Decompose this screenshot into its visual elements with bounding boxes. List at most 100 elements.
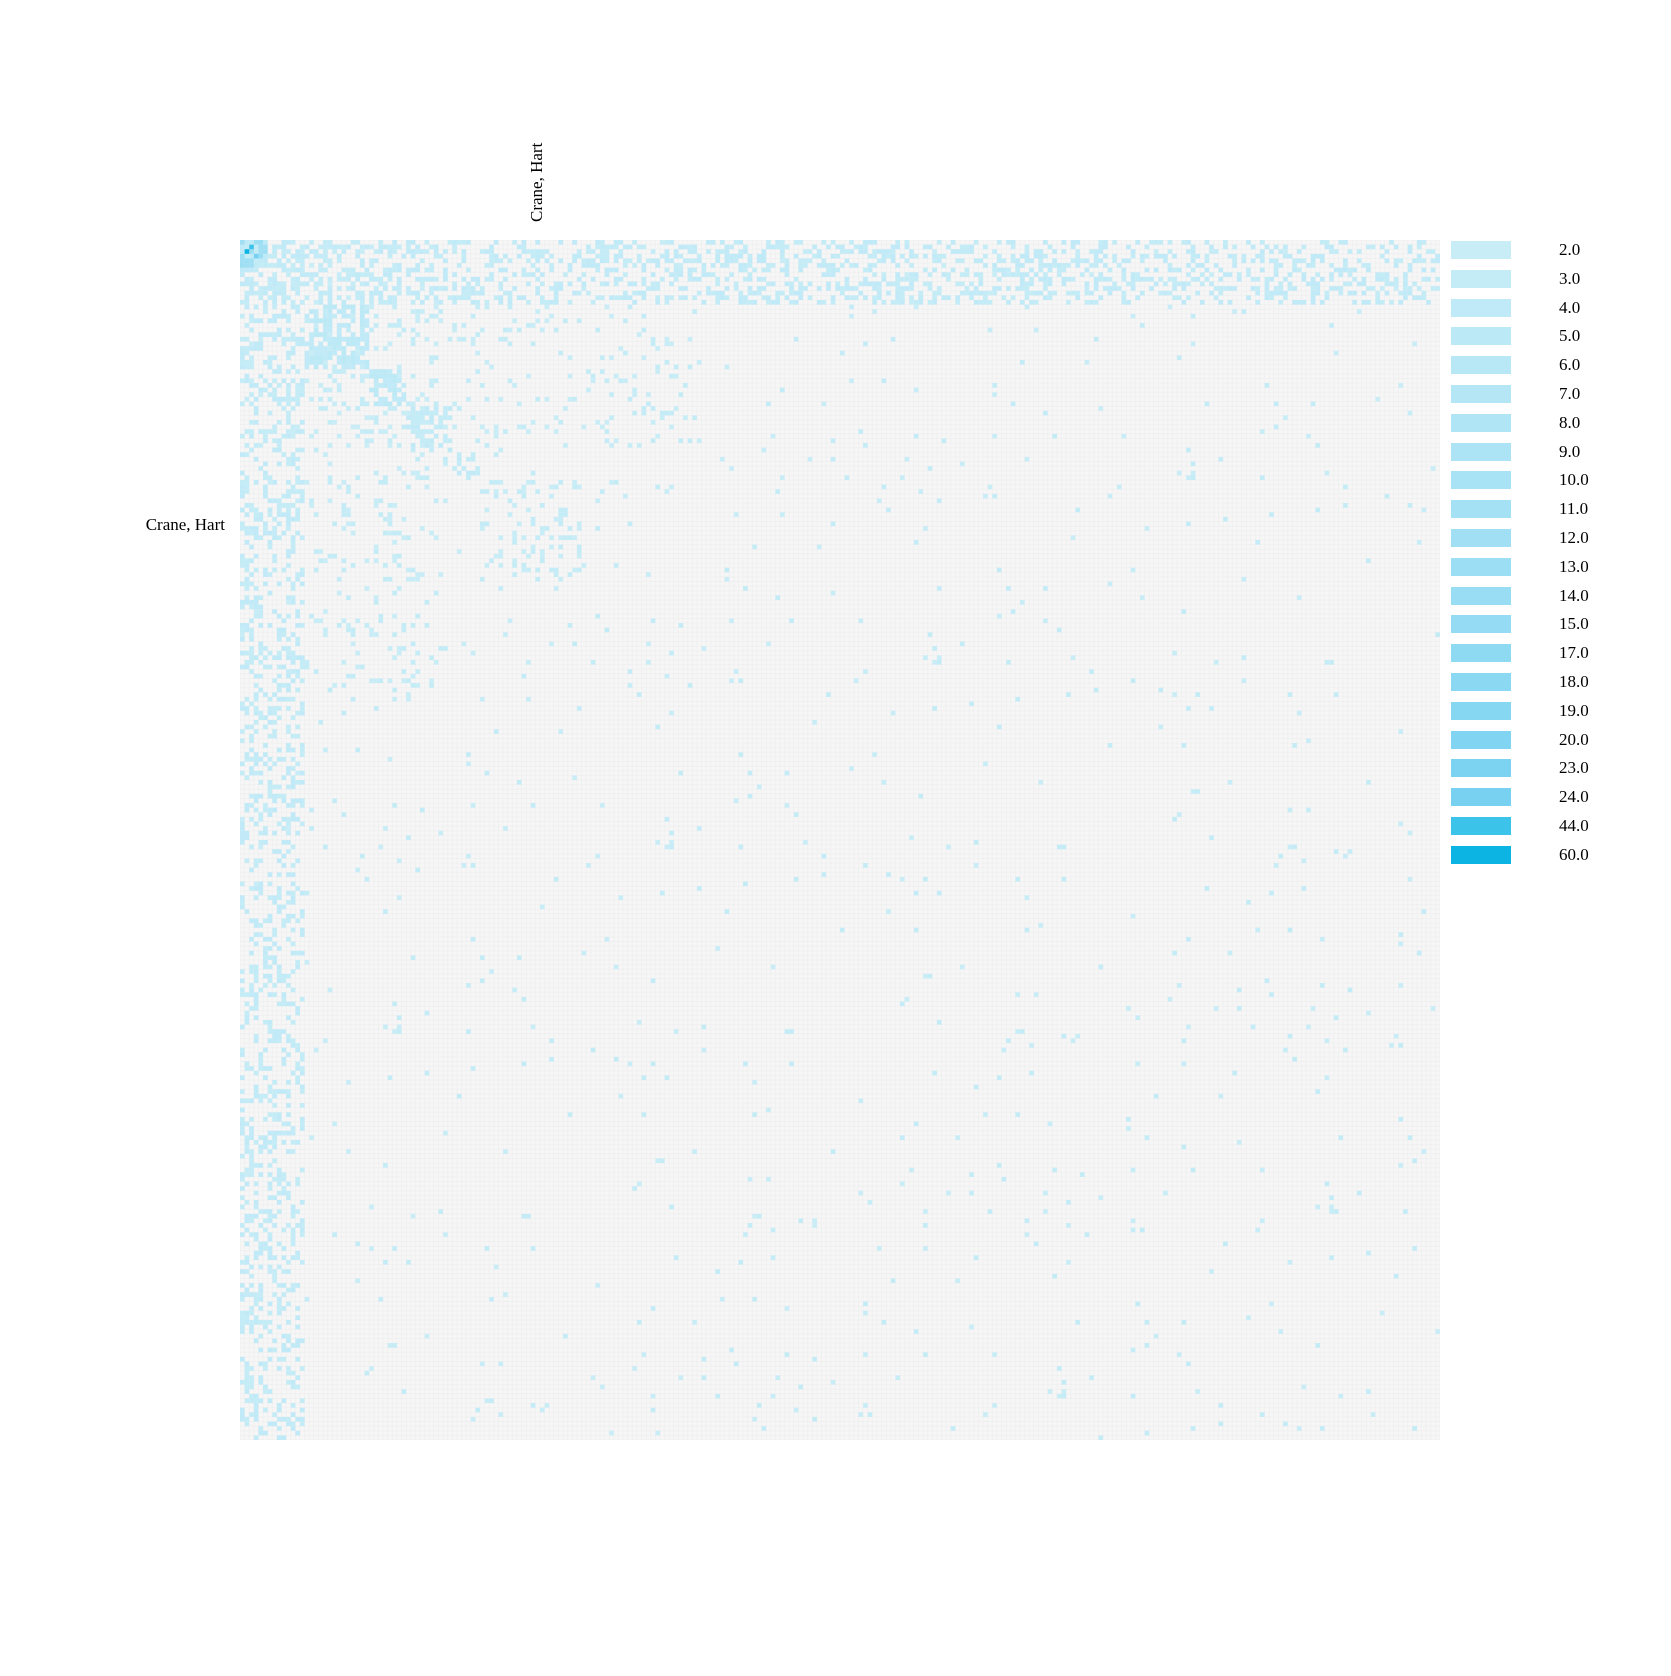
heatmap-cell [429,263,434,268]
heatmap-cell [669,258,674,264]
heatmap-cell [281,1061,287,1067]
heatmap-cell [1181,743,1187,748]
heatmap-cell [276,1167,282,1173]
heatmap-cell [240,830,245,836]
heatmap-cell [410,309,416,314]
heatmap-cell [429,244,434,250]
heatmap-cell [503,327,508,333]
heatmap-cell [489,263,494,268]
heatmap-cell [881,378,887,384]
heatmap-cell [535,286,540,291]
heatmap-cell [1315,290,1320,296]
heatmap-cell [1236,1006,1242,1011]
heatmap-cell [1366,300,1371,305]
heatmap-cell [415,456,420,462]
heatmap-cell [249,669,254,674]
heatmap-cell [263,840,268,845]
heatmap-cell [244,752,250,757]
heatmap-cell [493,493,499,499]
heatmap-cell [267,480,273,485]
heatmap-cell [1320,253,1325,259]
heatmap-cell [249,276,254,282]
heatmap-cell [1135,1015,1140,1020]
heatmap-cell [784,244,790,250]
heatmap-cell [360,249,365,254]
heatmap-cell [396,369,402,374]
heatmap-cell [604,627,610,633]
heatmap-cell [503,253,508,259]
heatmap-cell [1430,249,1436,254]
heatmap-cell [1158,276,1164,282]
heatmap-cell [1024,244,1030,250]
heatmap-cell [895,290,900,296]
heatmap-cell [493,489,499,494]
heatmap-cell [244,1167,250,1173]
heatmap-cell [295,673,300,679]
heatmap-cell [258,336,264,342]
heatmap-cell [1163,258,1168,264]
heatmap-cell [461,253,467,259]
heatmap-cell [1352,290,1357,296]
heatmap-cell [724,276,730,282]
heatmap-cell [724,258,730,264]
heatmap-cell [581,258,587,264]
heatmap-cell [747,1223,753,1228]
heatmap-cell [1167,249,1173,254]
heatmap-cell [240,835,245,840]
heatmap-cell [1001,258,1007,264]
heatmap-cell [475,332,480,337]
heatmap-cell [1163,290,1168,296]
heatmap-cell [369,300,374,305]
heatmap-cell [650,336,656,342]
heatmap-cell [350,341,356,347]
heatmap-cell [420,475,425,480]
heatmap-cell [586,258,591,264]
heatmap-cell [253,895,259,900]
heatmap-cell [1278,1329,1284,1334]
heatmap-cell [258,840,264,845]
heatmap-cell [300,821,305,827]
heatmap-cell [350,641,356,647]
heatmap-cell [392,540,397,545]
heatmap-cell [452,281,457,287]
heatmap-cell [443,461,448,467]
heatmap-cell [272,1140,277,1145]
heatmap-cell [244,475,250,480]
heatmap-cell [240,738,245,744]
heatmap-cell [816,544,822,550]
heatmap-cell [1043,410,1048,416]
heatmap-cell [263,964,268,970]
heatmap-cell [443,258,448,264]
heatmap-cell [830,267,836,273]
heatmap-cell [258,1347,264,1353]
heatmap-cell [1186,249,1191,254]
heatmap-cell [263,378,268,384]
heatmap-cell [558,281,564,287]
heatmap-cell [1098,1435,1104,1440]
heatmap-cell [253,456,259,462]
heatmap-cell [881,300,887,305]
heatmap-cell [480,383,485,388]
heatmap-cell [286,1223,291,1228]
heatmap-cell [1024,1218,1030,1224]
heatmap-cell [364,304,370,310]
heatmap-cell [1366,558,1371,564]
heatmap-cell [249,258,254,264]
heatmap-cell [923,1209,928,1214]
heatmap-cell [692,1149,697,1154]
heatmap-cell [410,955,416,960]
heatmap-cell [798,240,804,245]
heatmap-cell [286,410,291,416]
heatmap-cell [336,244,342,250]
heatmap-cell [895,240,900,245]
heatmap-cell [1296,1426,1302,1431]
heatmap-cell [249,1380,254,1385]
heatmap-cell [272,1038,277,1044]
heatmap-cell [281,904,287,910]
heatmap-cell [821,401,827,407]
heatmap-cell [281,683,287,688]
heatmap-cell [544,424,550,430]
heatmap-cell [1167,304,1173,310]
heatmap-cell [323,309,328,314]
heatmap-cell [1333,849,1339,854]
